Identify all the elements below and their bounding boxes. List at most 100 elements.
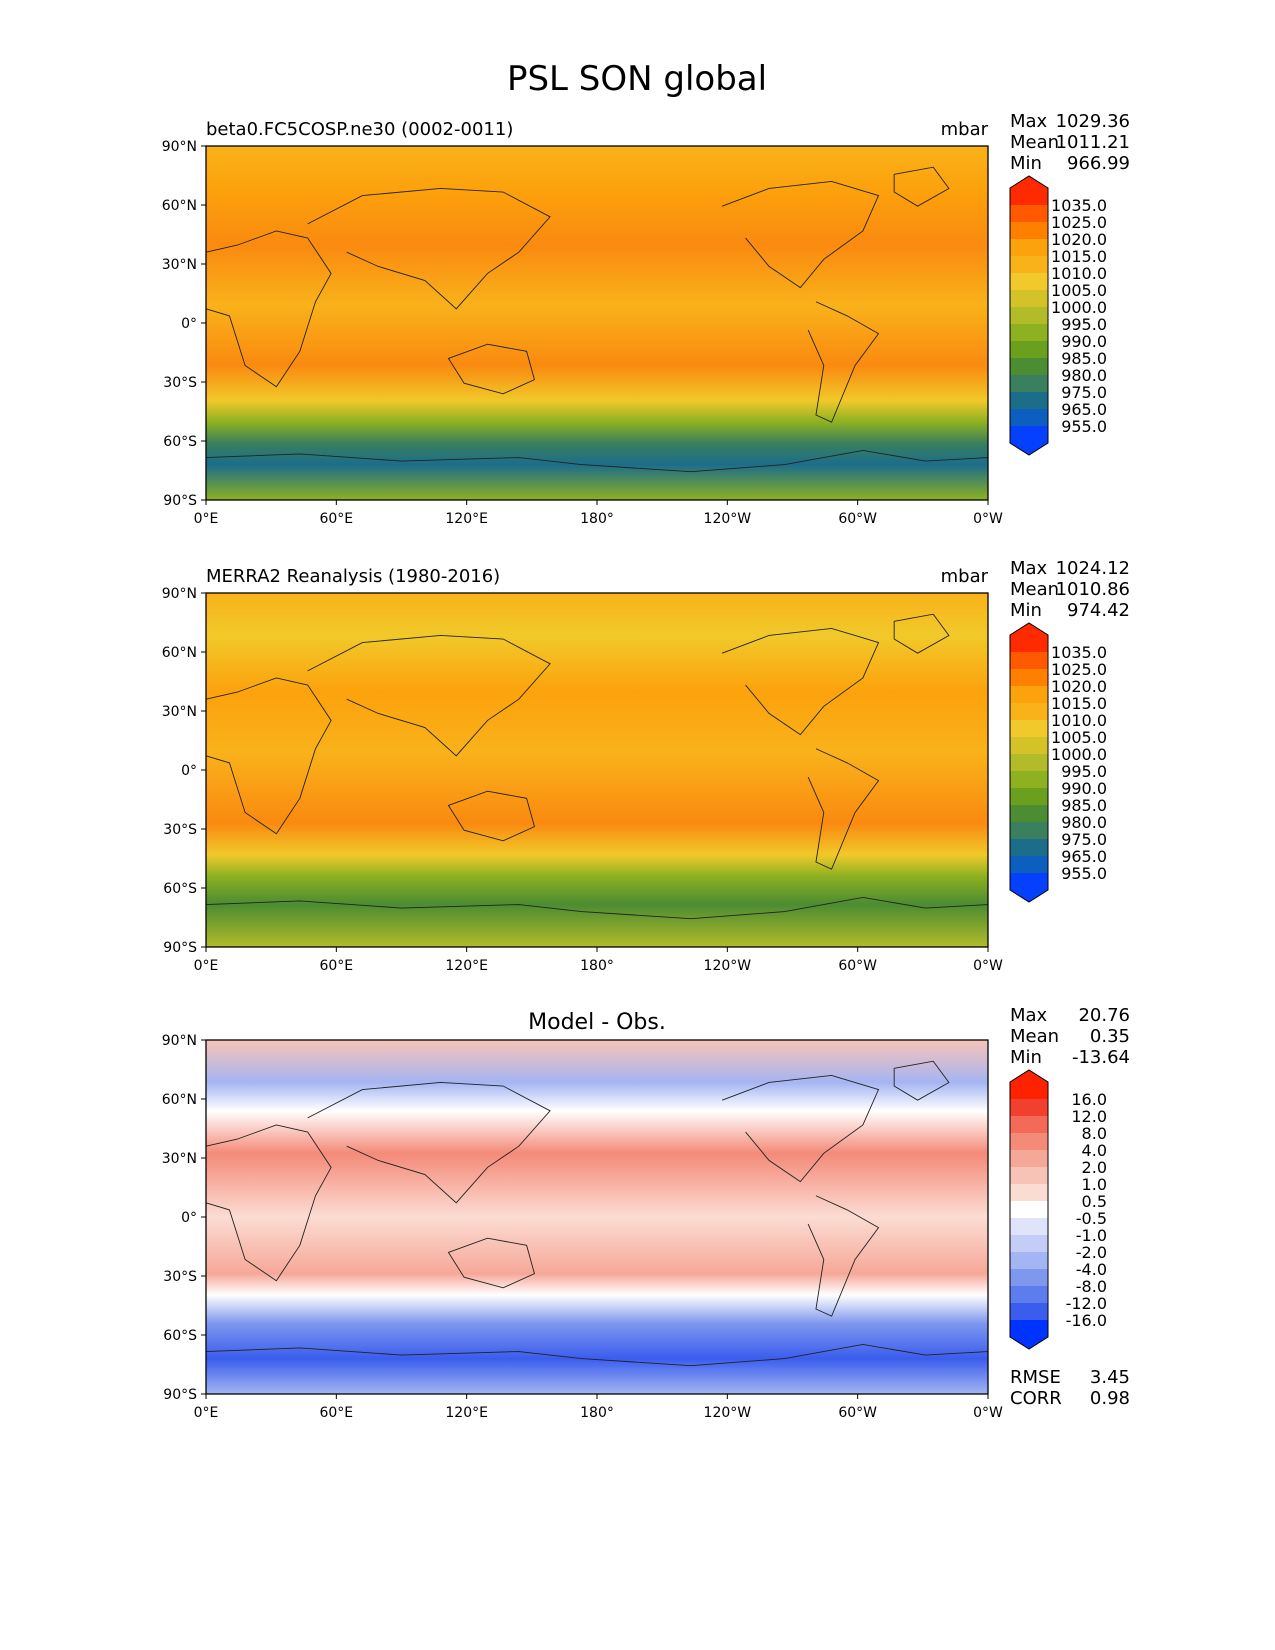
colorbar-segment [1010, 1303, 1048, 1320]
colorbar-segment [1010, 720, 1048, 737]
colorbar-tick-label: 955.0 [1061, 864, 1107, 883]
stat-value: -13.64 [1072, 1047, 1130, 1068]
colorbar-tick-label: 975.0 [1061, 383, 1107, 402]
colorbar-tick-label: 0.5 [1082, 1192, 1107, 1211]
y-tick-label: 60°N [162, 198, 197, 214]
colorbar-tick-label: 8.0 [1082, 1124, 1107, 1143]
colorbar-tick-label: 1.0 [1082, 1175, 1107, 1194]
y-tick-label: 90°N [162, 1033, 197, 1049]
colorbar-segment [1010, 669, 1048, 686]
colorbar-segment [1010, 873, 1048, 902]
coastline-path [206, 678, 331, 834]
colorbar-segment [1010, 1133, 1048, 1150]
y-tick-label: 90°N [162, 586, 197, 602]
coastline-path [722, 628, 878, 734]
figure-title: PSL SON global [507, 59, 767, 99]
panel-title-left: beta0.FC5COSP.ne30 (0002-0011) [206, 119, 513, 140]
coastline-path [722, 1075, 878, 1181]
x-tick-label: 60°W [838, 1405, 877, 1421]
coastline-path [308, 188, 550, 308]
colorbar-segment [1010, 1184, 1048, 1201]
colorbar-tick-label: 975.0 [1061, 830, 1107, 849]
colorbar-tick-label: 1020.0 [1051, 677, 1107, 696]
colorbar-tick-label: -12.0 [1066, 1294, 1107, 1313]
colorbar-tick-label: 1025.0 [1051, 213, 1107, 232]
colorbar-tick-label: 1000.0 [1051, 298, 1107, 317]
footer-stat-value: 3.45 [1090, 1367, 1130, 1388]
map-field [206, 593, 988, 947]
coastline-path [206, 231, 331, 387]
stat-label: Mean [1010, 132, 1059, 153]
coastlines [206, 614, 988, 918]
x-tick-label: 120°W [704, 1405, 752, 1421]
colorbar-outline [1009, 175, 1049, 456]
colorbar-segment [1010, 273, 1048, 290]
colorbar-tick-label: 1020.0 [1051, 230, 1107, 249]
x-tick-label: 0°W [973, 1405, 1003, 1421]
panel-obs: MERRA2 Reanalysis (1980-2016) mbar 90°N 60°… [162, 558, 1130, 974]
colorbar-segment [1010, 754, 1048, 771]
colorbar-tick-label: 1015.0 [1051, 247, 1107, 266]
coastline-path [894, 1061, 949, 1100]
colorbar-segment [1010, 176, 1048, 205]
y-tick-label: 0° [181, 316, 197, 332]
colorbar-tick-label: -1.0 [1076, 1226, 1107, 1245]
y-tick-label: 30°S [163, 1269, 197, 1285]
colorbar-segment [1010, 1099, 1048, 1116]
colorbar-tick-label: 980.0 [1061, 366, 1107, 385]
colorbar-segment [1010, 1218, 1048, 1235]
x-tick-label: 0°W [973, 511, 1003, 527]
y-tick-label: 30°N [162, 704, 197, 720]
colorbar-tick-label: 1010.0 [1051, 264, 1107, 283]
stat-label: Min [1010, 153, 1042, 174]
stat-value: 974.42 [1067, 600, 1130, 621]
colorbar-tick-label: 2.0 [1082, 1158, 1107, 1177]
panels: beta0.FC5COSP.ne30 (0002-0011) mbar 90°N 60… [162, 111, 1130, 1421]
colorbar-segment [1010, 788, 1048, 805]
colorbar-tick-label: 1035.0 [1051, 643, 1107, 662]
colorbar-tick-label: -4.0 [1076, 1260, 1107, 1279]
coastline-path [206, 897, 988, 918]
colorbar-outline [1009, 1069, 1049, 1350]
stat-value: 1011.21 [1056, 132, 1130, 153]
coastline-path [206, 1344, 988, 1365]
colorbar-tick-label: 1005.0 [1051, 728, 1107, 747]
stat-label: Max [1010, 558, 1048, 579]
colorbar-segment [1010, 1320, 1048, 1349]
y-tick-label: 30°S [163, 822, 197, 838]
y-tick-label: 60°S [163, 881, 197, 897]
x-tick-label: 0°E [194, 511, 219, 527]
coastlines [206, 167, 988, 471]
colorbar-segment [1010, 222, 1048, 239]
colorbar-tick-label: 985.0 [1061, 796, 1107, 815]
stat-label: Max [1010, 111, 1048, 132]
panel-title-center: Model - Obs. [528, 1010, 666, 1035]
x-tick-label: 120°W [704, 958, 752, 974]
colorbar-segment [1010, 1167, 1048, 1184]
footer-stat-label: CORR [1010, 1388, 1062, 1409]
x-tick-label: 180° [580, 511, 614, 527]
colorbar-segment [1010, 324, 1048, 341]
colorbar-segment [1010, 1116, 1048, 1133]
x-tick-label: 60°E [319, 958, 353, 974]
x-tick-label: 0°E [194, 1405, 219, 1421]
coastline-path [722, 181, 878, 287]
coastline-path [808, 749, 878, 869]
colorbar-segment [1010, 623, 1048, 652]
colorbar-segment [1010, 205, 1048, 222]
x-tick-label: 60°E [319, 511, 353, 527]
y-tick-label: 30°S [163, 375, 197, 391]
coastline-path [894, 614, 949, 653]
y-tick-label: 30°N [162, 257, 197, 273]
stat-label: Min [1010, 600, 1042, 621]
stat-value: 1010.86 [1056, 579, 1130, 600]
coastline-path [206, 450, 988, 471]
colorbar: 16.012.08.04.02.01.00.5-0.5-1.0-2.0-4.0-… [1009, 1069, 1107, 1350]
x-tick-label: 180° [580, 958, 614, 974]
coastline-path [808, 1196, 878, 1316]
colorbar-tick-label: 955.0 [1061, 417, 1107, 436]
colorbar-segment [1010, 1269, 1048, 1286]
colorbar-segment [1010, 1201, 1048, 1218]
colorbar-segment [1010, 1252, 1048, 1269]
